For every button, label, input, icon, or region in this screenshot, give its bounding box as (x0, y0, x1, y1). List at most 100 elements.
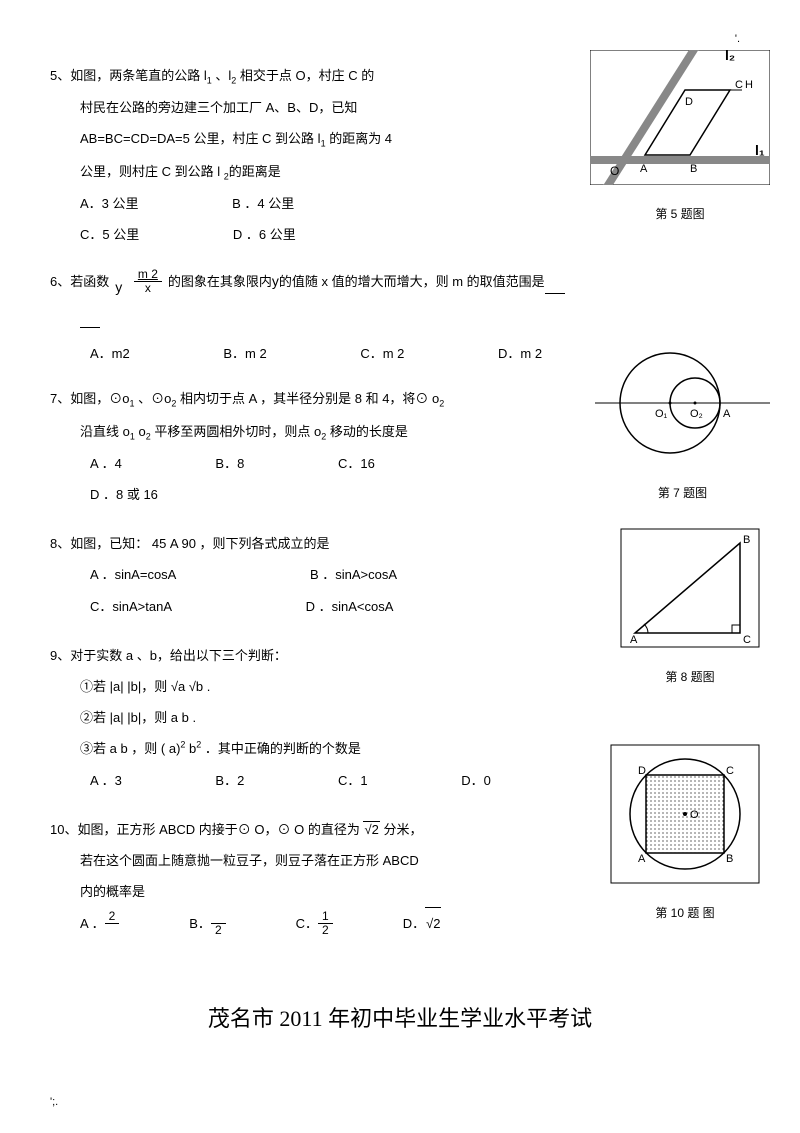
q10-oB-den: 2 (211, 924, 226, 937)
q10-oD: √2 (425, 907, 441, 939)
q9-i3b: b (185, 741, 196, 756)
svg-text:A: A (723, 408, 731, 420)
q9-optC: C．1 (338, 773, 368, 788)
q6-optA: A．m2 (90, 346, 130, 361)
svg-text:O₁: O₁ (655, 408, 668, 420)
svg-text:O: O (610, 164, 619, 178)
figure-5: l₂ l₁ O A B C H D (590, 50, 770, 185)
figure-5-caption: 第 5 题图 (590, 200, 770, 229)
q10-oA-num: 2 (105, 910, 120, 924)
question-8: A B C 第 8 题图 8、如图，已知： 45 A 90 ，则下列各式成立的是… (50, 528, 750, 622)
figure-10: A B C D O (610, 744, 760, 884)
figure-10-caption: 第 10 题 图 (610, 899, 760, 928)
question-5: l₂ l₁ O A B C H D 第 5 题图 5、如图，两条笔直的公路 l1… (50, 60, 750, 250)
q10-oA-frac: 2 (105, 910, 120, 937)
q5-t2: 、l (212, 68, 232, 83)
q8-optC: C．sinA>tanA (90, 599, 172, 614)
q7-t3: 相内切于点 A ，其半径分别是 8 和 4，将⊙ o (176, 391, 439, 406)
q5-optB: B ．4 公里 (232, 196, 294, 211)
q10-l3: 内的概率是 (80, 876, 550, 907)
q8-optD: D ．sinA<cosA (306, 599, 394, 614)
q7-optA: A ．4 (90, 456, 122, 471)
q10-oA-den (105, 924, 120, 937)
q10-oB-num (211, 910, 226, 924)
svg-text:O₂: O₂ (690, 408, 703, 420)
svg-text:C: C (735, 79, 743, 91)
q10-oAl: A ． (80, 908, 105, 939)
q7-optC: C．16 (338, 456, 375, 471)
q5-num: 5、 (50, 68, 70, 83)
q6-optC: C．m 2 (360, 346, 404, 361)
q8-num: 8、 (50, 536, 70, 551)
q6-fm: m 2 (134, 268, 162, 282)
q7-num: 7、 (50, 391, 70, 406)
q10-oB-frac: 2 (211, 910, 226, 937)
q5-l4c: 的距离是 (229, 164, 281, 179)
q10-oCl: C． (296, 908, 318, 939)
q10-t1: 如图，正方形 ABCD 内接于⊙ O，⊙ O 的直径为 (77, 822, 363, 837)
q6-fy: y (115, 279, 122, 295)
svg-text:D: D (685, 96, 693, 108)
q9-i1a: ①若 |a| |b|，则 (80, 679, 171, 694)
q10-sqrt2: √2 (363, 821, 379, 837)
q8-optB: B ．sinA>cosA (310, 567, 397, 582)
q9-optA: A ．3 (90, 773, 122, 788)
svg-text:O: O (690, 809, 699, 821)
svg-text:B: B (690, 163, 697, 175)
svg-text:C: C (726, 765, 734, 777)
question-7: O₁ O₂ A 第 7 题图 7、如图，⊙o1 、⊙o2 相内切于点 A ，其半… (50, 383, 750, 510)
q7-l2a: 沿直线 o (80, 424, 130, 439)
q7-l2c: o (135, 424, 146, 439)
svg-text:l₁: l₁ (755, 142, 765, 158)
q9-optD: D．0 (461, 773, 491, 788)
q8-t1: 如图，已知： 45 A 90 ，则下列各式成立的是 (70, 536, 329, 551)
q6-t2: 的图象在其象限内 (168, 270, 272, 293)
q7-optD: D ．8 或 16 (90, 487, 158, 502)
q5-t1: 如图，两条笔直的公路 l (70, 68, 207, 83)
q10-oC-num: 1 (318, 910, 333, 924)
q9-i3c: ．其中正确的判断的个数是 (201, 741, 361, 756)
q5-line2: 村民在公路的旁边建三个加工厂 A、B、D，已知 (80, 92, 550, 123)
svg-text:A: A (638, 853, 646, 865)
q5-optC: C．5 公里 (80, 227, 139, 242)
q5-optA: A．3 公里 (80, 196, 139, 211)
q5-t3: 相交于点 O，村庄 C 的 (236, 68, 374, 83)
q10-oDl: D． (403, 908, 425, 939)
q5-l3c: 的距离为 4 (326, 131, 392, 146)
q5-optD: D ．6 公里 (233, 227, 296, 242)
q6-optB: B．m 2 (223, 346, 266, 361)
q9-num: 9、 (50, 648, 70, 663)
q10-num: 10、 (50, 822, 77, 837)
q9-i3a: ③若 a b ，则 ( a) (80, 741, 180, 756)
q9-i1b: √a √b . (171, 679, 211, 694)
q6-t4: 的值随 x 值的增大而增大，则 m 的取值范围是 (279, 270, 545, 293)
figure-7-caption: 第 7 题图 (595, 479, 770, 508)
q7-l2e: 平移至两圆相外切时，则点 o (151, 424, 321, 439)
q10-oBl: B． (189, 908, 211, 939)
q6-t3: y (272, 269, 279, 294)
q8-optA: A ．sinA=cosA (90, 567, 176, 582)
figure-7: O₁ O₂ A (595, 343, 770, 463)
header-mark: '. (735, 30, 740, 50)
q10-oC-den: 2 (318, 924, 333, 937)
footer-mark: ';. (50, 1093, 58, 1113)
q6-num: 6 (50, 270, 57, 293)
svg-text:B: B (726, 853, 733, 865)
q9-t1: 对于实数 a 、b，给出以下三个判断： (70, 648, 287, 663)
q7-optB: B．8 (215, 456, 244, 471)
q7-t1: 如图，⊙o (70, 391, 129, 406)
q5-l3a: AB=BC=CD=DA=5 公里，村庄 C 到公路 l (80, 131, 321, 146)
svg-text:B: B (743, 534, 750, 546)
q9-i2: ②若 |a| |b|，则 a b . (80, 702, 550, 733)
q7-s3: 2 (439, 399, 444, 409)
q6-fx: x (134, 282, 162, 295)
question-10: A B C D O 第 10 题 图 10、如图，正方形 ABCD 内接于⊙ O… (50, 814, 750, 940)
exam-title: 茂名市 2011 年初中毕业生学业水平考试 (50, 999, 750, 1039)
q6-optD: D．m 2 (498, 346, 542, 361)
svg-text:H: H (745, 79, 753, 91)
svg-text:A: A (640, 163, 648, 175)
q7-t2: 、⊙o (134, 391, 171, 406)
svg-text:D: D (638, 765, 646, 777)
svg-text:l₂: l₂ (725, 50, 735, 63)
q6-t1: 、若函数 (57, 270, 109, 293)
